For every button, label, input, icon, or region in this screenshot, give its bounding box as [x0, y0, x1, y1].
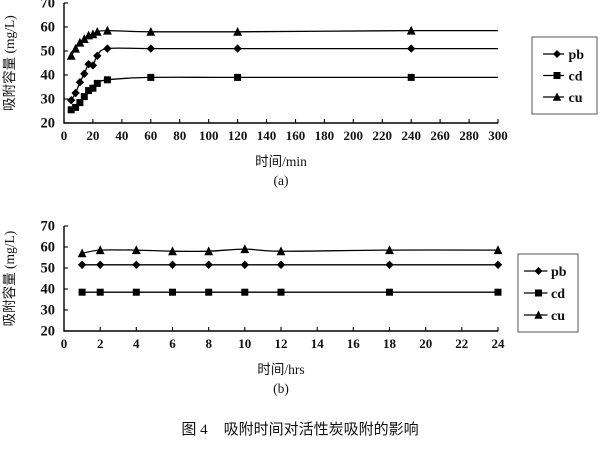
svg-text:40: 40 — [41, 282, 56, 298]
svg-text:吸附容量 (mg/L): 吸附容量 (mg/L) — [1, 15, 17, 111]
svg-text:60: 60 — [144, 128, 157, 143]
svg-text:时间/hrs: 时间/hrs — [257, 362, 304, 377]
svg-text:70: 70 — [41, 0, 56, 12]
svg-text:10: 10 — [238, 336, 251, 351]
svg-text:80: 80 — [173, 128, 186, 143]
svg-text:50: 50 — [41, 44, 56, 60]
svg-text:120: 120 — [228, 128, 248, 143]
svg-text:cd: cd — [551, 287, 565, 302]
svg-text:160: 160 — [286, 128, 306, 143]
svg-text:40: 40 — [41, 68, 56, 84]
svg-text:cu: cu — [569, 91, 583, 106]
svg-text:240: 240 — [401, 128, 421, 143]
svg-text:吸附容量 (mg/L): 吸附容量 (mg/L) — [1, 231, 17, 327]
svg-text:2: 2 — [97, 336, 104, 351]
svg-text:14: 14 — [311, 336, 325, 351]
svg-text:时间/min: 时间/min — [255, 154, 307, 169]
svg-text:16: 16 — [347, 336, 361, 351]
svg-text:cu: cu — [551, 309, 565, 324]
svg-text:24: 24 — [492, 336, 506, 351]
svg-text:8: 8 — [205, 336, 212, 351]
svg-text:0: 0 — [61, 336, 68, 351]
svg-text:pb: pb — [569, 48, 585, 63]
svg-text:0: 0 — [61, 128, 68, 143]
svg-text:40: 40 — [115, 128, 128, 143]
svg-text:200: 200 — [344, 128, 364, 143]
svg-text:18: 18 — [383, 336, 397, 351]
svg-text:22: 22 — [455, 336, 468, 351]
svg-text:50: 50 — [41, 261, 56, 277]
svg-text:12: 12 — [275, 336, 288, 351]
svg-text:30: 30 — [41, 92, 56, 108]
svg-text:20: 20 — [41, 324, 56, 340]
svg-text:20: 20 — [86, 128, 99, 143]
svg-text:300: 300 — [488, 128, 508, 143]
svg-text:4: 4 — [133, 336, 140, 351]
svg-text:60: 60 — [41, 20, 56, 36]
svg-text:180: 180 — [315, 128, 335, 143]
svg-text:(b): (b) — [273, 381, 289, 396]
svg-text:280: 280 — [459, 128, 479, 143]
svg-text:6: 6 — [169, 336, 176, 351]
svg-text:100: 100 — [199, 128, 219, 143]
svg-text:(a): (a) — [274, 173, 289, 188]
svg-text:70: 70 — [41, 219, 56, 235]
svg-text:30: 30 — [41, 303, 56, 319]
svg-text:60: 60 — [41, 240, 56, 256]
svg-text:20: 20 — [419, 336, 432, 351]
svg-text:140: 140 — [257, 128, 277, 143]
svg-text:220: 220 — [373, 128, 393, 143]
svg-text:cd: cd — [569, 70, 583, 85]
svg-text:pb: pb — [551, 265, 567, 280]
svg-text:20: 20 — [41, 116, 56, 132]
svg-text:260: 260 — [430, 128, 450, 143]
